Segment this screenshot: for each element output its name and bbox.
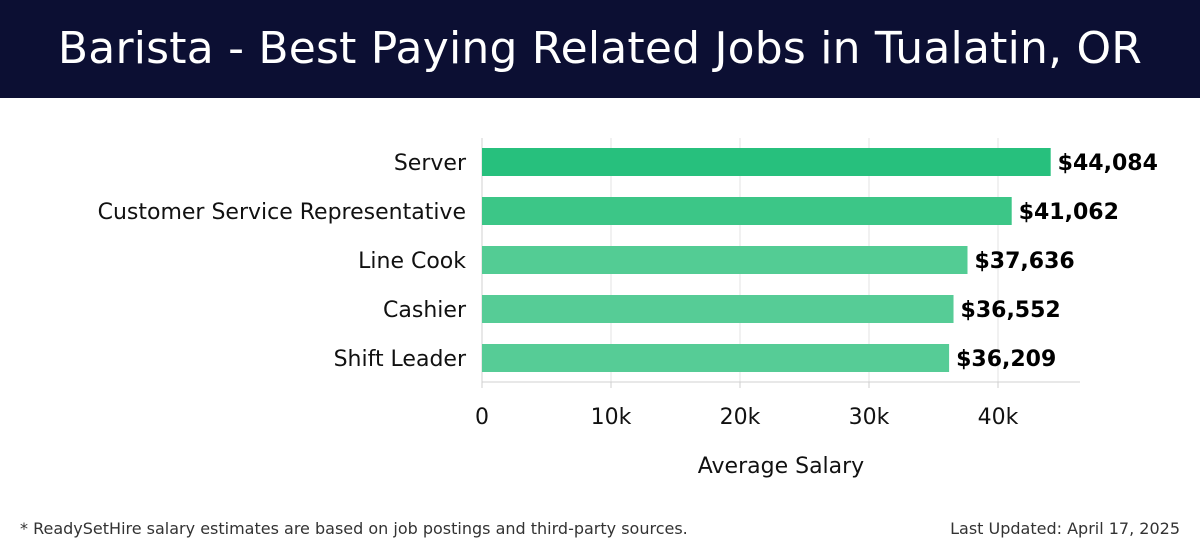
category-label: Server <box>394 151 467 176</box>
salary-bar-chart: 0 10k 20k 30k 40k Average Salary Server $44,084… <box>98 138 1158 479</box>
header-banner: Barista - Best Paying Related Jobs in Tu… <box>0 0 1200 98</box>
last-updated-text: Last Updated: April 17, 2025 <box>950 519 1180 538</box>
bar <box>482 344 950 372</box>
x-tick-label: 0 <box>475 405 489 430</box>
x-tick-label: 40k <box>978 405 1019 430</box>
data-label: $41,062 <box>1019 200 1119 225</box>
bar <box>482 197 1012 225</box>
category-label: Shift Leader <box>334 347 467 372</box>
x-tick-label: 20k <box>720 405 761 430</box>
data-label: $36,552 <box>961 298 1061 323</box>
page-title: Barista - Best Paying Related Jobs in Tu… <box>57 23 1143 74</box>
bar <box>482 295 954 323</box>
data-label: $37,636 <box>975 249 1075 274</box>
data-label: $44,084 <box>1058 151 1158 176</box>
data-label: $36,209 <box>956 347 1056 372</box>
bar <box>482 246 968 274</box>
x-tick-label: 10k <box>591 405 632 430</box>
x-axis-title: Average Salary <box>698 454 864 479</box>
category-label: Customer Service Representative <box>98 200 466 225</box>
category-label: Cashier <box>383 298 467 323</box>
x-tick-label: 30k <box>849 405 890 430</box>
category-label: Line Cook <box>358 249 466 274</box>
footer-disclaimer: * ReadySetHire salary estimates are base… <box>20 519 688 538</box>
bar <box>482 148 1051 176</box>
